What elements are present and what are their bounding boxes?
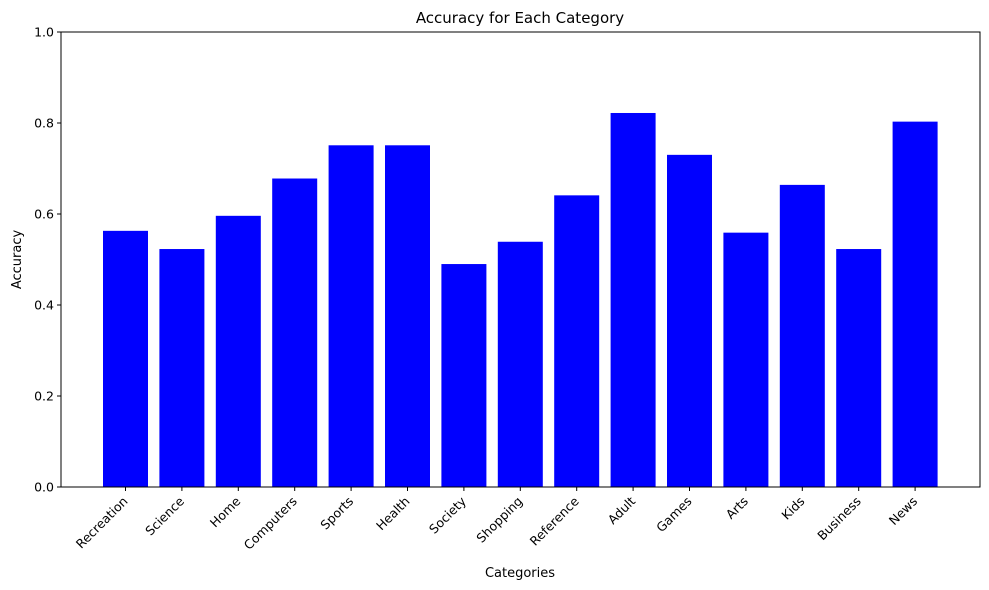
x-tick-label: Reference bbox=[527, 493, 582, 548]
bar-sports bbox=[328, 145, 374, 488]
bar-adult bbox=[610, 112, 656, 488]
y-tick-label: 0.8 bbox=[34, 116, 54, 131]
bar-shopping bbox=[497, 241, 543, 487]
x-axis-label: Categories bbox=[485, 566, 555, 581]
x-tick-label: Science bbox=[142, 493, 187, 538]
x-tick-label: News bbox=[886, 494, 920, 528]
y-axis-label: Accuracy bbox=[10, 230, 25, 290]
x-tick-label: Arts bbox=[723, 494, 751, 522]
bar-society bbox=[441, 264, 487, 487]
plot-frame bbox=[60, 31, 981, 488]
chart-title: Accuracy for Each Category bbox=[416, 9, 624, 27]
bar-business bbox=[836, 249, 882, 487]
x-tick-label: Computers bbox=[241, 494, 300, 553]
x-tick-label: Games bbox=[653, 494, 695, 536]
x-tick-label: Adult bbox=[605, 493, 639, 527]
bar-science bbox=[159, 249, 205, 487]
y-axis-ticks: 0.0 0.2 0.4 0.6 0.8 1.0 bbox=[34, 25, 61, 495]
bar-health bbox=[385, 145, 430, 488]
y-tick-label: 0.0 bbox=[34, 480, 54, 495]
bar-reference bbox=[554, 195, 600, 487]
y-tick-label: 0.4 bbox=[34, 298, 54, 313]
bar-home bbox=[215, 215, 261, 487]
bar-computers bbox=[272, 178, 318, 487]
x-tick-label: Business bbox=[814, 494, 864, 544]
x-tick-label: Recreation bbox=[73, 494, 131, 552]
y-tick-label: 0.6 bbox=[34, 207, 54, 222]
x-tick-label: Sports bbox=[317, 494, 356, 533]
bars bbox=[103, 112, 938, 488]
x-tick-label: Health bbox=[373, 494, 413, 534]
bar-arts bbox=[723, 232, 769, 487]
y-tick-label: 1.0 bbox=[34, 25, 54, 40]
x-tick-label: Shopping bbox=[473, 494, 525, 546]
x-tick-label: Home bbox=[207, 493, 244, 530]
x-tick-label: Kids bbox=[778, 494, 807, 523]
x-tick-label: Society bbox=[426, 493, 470, 537]
bar-games bbox=[667, 154, 712, 487]
bar-news bbox=[892, 121, 938, 487]
bar-recreation bbox=[103, 230, 148, 487]
bar-kids bbox=[779, 184, 825, 487]
y-tick-label: 0.2 bbox=[34, 389, 54, 404]
